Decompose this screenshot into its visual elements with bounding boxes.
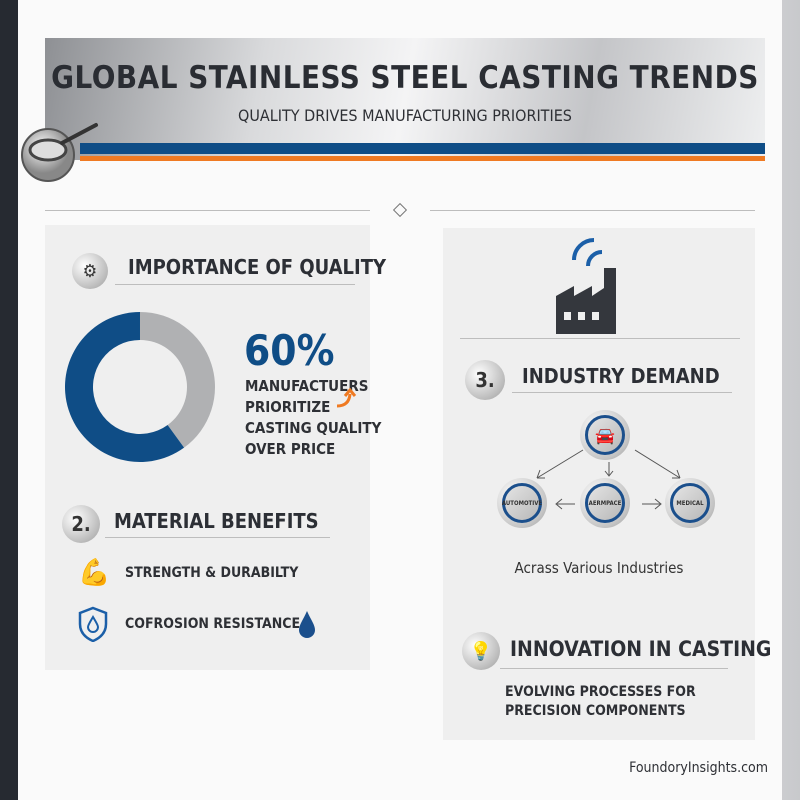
water-drop-icon <box>299 611 315 638</box>
benefit-corrosion: COFROSION RESISTANCE <box>125 616 301 632</box>
step-number-2: 2. <box>62 505 100 543</box>
innovation-line: PRECISION COMPONENTS <box>505 703 686 719</box>
step-number-3: 3. <box>465 360 505 400</box>
benefits-heading: MATERIAL BENEFITS <box>114 509 319 533</box>
quality-description: MANUFACTUERS PRIORITIZE CASTING QUALITY … <box>245 376 381 460</box>
page-subtitle: QUALITY DRIVES MANUFACTURING PRIORITIES <box>238 106 572 125</box>
car-icon: 🚘 <box>585 415 625 455</box>
gear-icon: ⚙ <box>72 253 108 289</box>
up-arrow-icon <box>336 388 357 408</box>
innovation-underline <box>500 668 728 669</box>
innovation-description: EVOLVING PROCESSES FOR PRECISION COMPONE… <box>505 683 696 721</box>
divider-left <box>45 210 370 211</box>
footer-site: FoundoryInsights.com <box>629 760 768 776</box>
page-title: GLOBAL STAINLESS STEEL CASTING TRENDS <box>51 60 759 96</box>
ladle-icon <box>21 123 98 182</box>
industry-node-medical: MEDICAL <box>665 478 715 528</box>
benefits-underline <box>105 537 330 538</box>
industry-node-aerospace: AERMPACE <box>580 478 630 528</box>
industry-arrows <box>536 449 681 510</box>
donut-segment-other <box>140 312 215 448</box>
quality-percent: 60% <box>244 326 335 375</box>
node-label: AUTOMOTIVE <box>502 483 542 523</box>
node-label: MEDICAL <box>670 483 710 523</box>
car-node: 🚘 <box>580 410 630 460</box>
quality-heading: IMPORTANCE OF QUALITY <box>128 255 387 279</box>
quality-donut <box>65 312 215 462</box>
demand-underline <box>512 392 732 393</box>
innovation-line: EVOLVING PROCESSES FOR <box>505 684 696 700</box>
innovation-heading: INNOVATION IN CASTING <box>510 637 772 661</box>
shield-icon <box>78 606 108 642</box>
lightbulb-icon: 💡 <box>462 632 500 670</box>
quality-line: OVER PRICE <box>245 440 336 458</box>
factory-divider <box>460 338 740 339</box>
header-banner: GLOBAL STAINLESS STEEL CASTING TRENDS QU… <box>45 38 765 160</box>
quality-line: MANUFACTUERS <box>245 377 369 395</box>
orange-stripe <box>80 156 765 161</box>
donut-segment-quality <box>65 312 185 462</box>
industry-node-automotive: AUTOMOTIVE <box>497 478 547 528</box>
node-label: AERMPACE <box>585 483 625 523</box>
divider-right <box>430 210 755 211</box>
muscle-arm-icon: 💪 <box>78 558 111 588</box>
benefit-strength: STRENGTH & DURABILTY <box>125 565 299 581</box>
demand-heading: INDUSTRY DEMAND <box>522 364 720 388</box>
blue-stripe <box>80 143 765 154</box>
factory-icon <box>556 238 616 334</box>
quality-line: PRIORITIZE <box>245 398 331 416</box>
quality-line: CASTING QUALITY <box>245 419 382 437</box>
demand-caption: Acrass Various Industries <box>514 559 684 577</box>
quality-underline <box>115 284 355 285</box>
